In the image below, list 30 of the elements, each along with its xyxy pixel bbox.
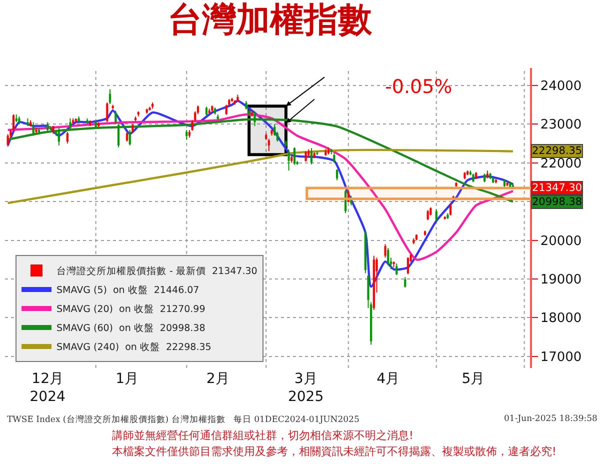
annotation: 22298.35: [532, 145, 582, 157]
line-series: [6, 118, 514, 203]
x-tick-label: 2月: [206, 371, 230, 387]
legend-label: SMAVG (240) on 收盤 22298.35: [56, 341, 212, 354]
y-tick-label: 17000: [540, 350, 582, 365]
legend-label: 台灣證交所加權股價指數 - 最新價 21347.30: [56, 265, 258, 278]
y-tick-label: 23000: [540, 118, 582, 133]
annotation: 21347.30: [532, 182, 582, 194]
x-tick-label: 4月: [376, 371, 400, 387]
line-series: [6, 148, 514, 204]
annotation: -0.05%: [385, 76, 452, 98]
legend-label: SMAVG (5) on 收盤 21446.07: [56, 284, 200, 296]
y-tick-label: 18000: [540, 311, 582, 326]
y-tick-label: 24000: [540, 78, 582, 94]
x-tick-label: 1月: [116, 371, 138, 387]
y-tick-label: 22000: [540, 156, 582, 172]
legend-label: SMAVG (60) on 收盤 20998.38: [56, 322, 206, 334]
line-series: [6, 113, 514, 261]
x-tick-label: 12月 2024: [30, 371, 66, 406]
y-tick-label: 20000: [540, 234, 582, 249]
text: 01-Jun-2025 18:39:58: [504, 414, 598, 424]
annotation: 20998.38: [532, 196, 582, 208]
text: TWSE Index (台灣證交所加權股價指數) 台灣加權指數 每日 01DEC2024-01JUN2025: [7, 414, 360, 425]
legend-label: SMAVG (20) on 收盤 21270.99: [56, 303, 206, 316]
text: 本檔案文件僅供節目需求使用及參考，相關資訊未經許可不得揭露、複製或散佈，違者必究!: [112, 445, 556, 458]
x-tick-label: 5月: [462, 371, 485, 387]
text: 講師並無經營任何通信群組或社群，切勿相信來源不明之消息!: [112, 429, 414, 442]
x-tick-label: 3月 2025: [288, 371, 324, 406]
y-tick-label: 19000: [540, 272, 582, 288]
chart-title: 台灣加權指數: [168, 0, 373, 40]
